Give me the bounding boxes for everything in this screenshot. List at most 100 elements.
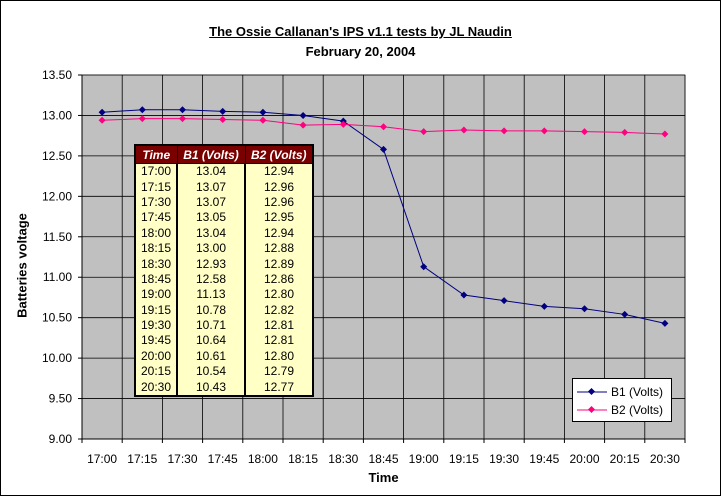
table-cell-b1: 13.07 xyxy=(176,179,246,195)
y-tick-label: 9.50 xyxy=(49,392,73,406)
y-tick-label: 12.00 xyxy=(42,189,72,203)
x-tick-label: 19:00 xyxy=(409,452,439,466)
y-tick-label: 13.50 xyxy=(42,68,72,82)
data-point-b1 xyxy=(661,319,669,327)
x-tick-label: 18:30 xyxy=(328,452,358,466)
y-tick-label: 10.50 xyxy=(42,311,72,325)
table-cell-b1: 12.93 xyxy=(176,256,246,272)
table-cell-b2: 12.80 xyxy=(244,287,314,303)
table-cell-time: 18:15 xyxy=(134,240,178,257)
legend: B1 (Volts) B2 (Volts) xyxy=(572,378,672,422)
legend-label-b1: B1 (Volts) xyxy=(611,385,664,399)
x-tick-label: 20:30 xyxy=(650,452,680,466)
table-cell-b1: 13.00 xyxy=(176,240,246,257)
data-point-b2 xyxy=(420,128,428,136)
data-point-b1 xyxy=(500,297,508,305)
table-row: 17:00 13.04 12.94 xyxy=(134,163,314,180)
table-row: 20:15 10.54 12.79 xyxy=(134,364,314,380)
table-row: 19:30 10.71 12.81 xyxy=(134,317,314,334)
table-cell-time: 20:00 xyxy=(134,348,178,365)
x-axis-label: Time xyxy=(368,470,399,485)
data-point-b2 xyxy=(259,116,267,124)
table-row: 17:30 13.07 12.96 xyxy=(134,194,314,211)
table-cell-b2: 12.86 xyxy=(244,271,314,288)
data-point-b1 xyxy=(219,107,227,115)
table-row: 18:45 12.58 12.86 xyxy=(134,271,314,288)
table-header-time: Time xyxy=(134,144,178,164)
x-tick-label: 19:15 xyxy=(449,452,479,466)
data-table: Time B1 (Volts) B2 (Volts) 17:00 13.04 12.… xyxy=(134,144,314,397)
table-cell-time: 17:45 xyxy=(134,210,178,226)
data-point-b1 xyxy=(299,111,307,119)
table-cell-b1: 10.61 xyxy=(176,348,246,365)
table-cell-time: 19:45 xyxy=(134,333,178,349)
x-tick-label: 17:15 xyxy=(127,452,157,466)
y-tick-label: 13.00 xyxy=(42,108,72,122)
data-point-b2 xyxy=(138,115,146,123)
table-row: 18:15 13.00 12.88 xyxy=(134,240,314,257)
table-row: 17:45 13.05 12.95 xyxy=(134,210,314,226)
data-point-b2 xyxy=(621,128,629,136)
x-tick-label: 17:45 xyxy=(208,452,238,466)
y-tick-label: 12.50 xyxy=(42,149,72,163)
y-axis-label: Batteries voltage xyxy=(14,213,30,318)
table-row: 19:15 10.78 12.82 xyxy=(134,302,314,318)
data-point-b1 xyxy=(581,305,588,313)
table-cell-time: 18:00 xyxy=(134,225,178,241)
x-tick-label: 20:00 xyxy=(569,452,599,466)
table-cell-b2: 12.94 xyxy=(244,225,314,241)
table-row: 20:30 10.43 12.77 xyxy=(134,379,314,396)
table-cell-b1: 10.71 xyxy=(176,317,246,334)
table-cell-b2: 12.81 xyxy=(244,333,314,349)
y-tick-label: 10.00 xyxy=(42,351,72,365)
table-cell-b2: 12.89 xyxy=(244,256,314,272)
legend-item-b1: B1 (Volts) xyxy=(577,385,669,399)
y-axis-label-wrap: Batteries voltage xyxy=(10,168,34,368)
table-cell-b2: 12.77 xyxy=(244,379,314,396)
x-tick-label: 19:45 xyxy=(529,452,559,466)
legend-item-b2: B2 (Volts) xyxy=(577,403,669,417)
table-cell-b1: 10.43 xyxy=(176,379,246,396)
table-cell-b2: 12.96 xyxy=(244,179,314,195)
data-point-b2 xyxy=(540,127,548,135)
y-tick-label: 11.00 xyxy=(43,270,72,284)
data-point-b2 xyxy=(179,115,186,123)
data-point-b1 xyxy=(460,291,468,299)
table-cell-b1: 13.05 xyxy=(176,210,246,226)
table-cell-b2: 12.79 xyxy=(244,364,314,380)
table-row: 17:15 13.07 12.96 xyxy=(134,179,314,195)
legend-label-b2: B2 (Volts) xyxy=(611,403,664,417)
table-cell-time: 19:30 xyxy=(134,317,178,334)
table-cell-b1: 11.13 xyxy=(176,287,246,303)
table-row: 19:45 10.64 12.81 xyxy=(134,333,314,349)
table-cell-b2: 12.96 xyxy=(244,194,314,211)
x-tick-label: 17:00 xyxy=(87,452,117,466)
table-cell-time: 19:00 xyxy=(134,287,178,303)
table-cell-time: 17:30 xyxy=(134,194,178,211)
table-row: 19:00 11.13 12.80 xyxy=(134,287,314,303)
x-tick-label: 18:00 xyxy=(248,452,278,466)
chart-title: The Ossie Callanan's IPS v1.1 tests by J… xyxy=(209,24,512,39)
table-cell-b2: 12.80 xyxy=(244,348,314,365)
data-point-b2 xyxy=(339,120,347,128)
table-cell-b1: 10.64 xyxy=(176,333,246,349)
data-point-b1 xyxy=(179,106,186,114)
table-cell-b1: 10.78 xyxy=(176,302,246,318)
data-point-b1 xyxy=(98,108,106,116)
table-row: 18:00 13.04 12.94 xyxy=(134,225,314,241)
table-cell-b2: 12.81 xyxy=(244,317,314,334)
y-tick-label: 11.50 xyxy=(43,230,72,244)
data-point-b2 xyxy=(581,128,588,136)
table-cell-b2: 12.82 xyxy=(244,302,314,318)
table-cell-b2: 12.88 xyxy=(244,240,314,257)
data-point-b2 xyxy=(500,127,508,135)
data-point-b1 xyxy=(420,263,428,271)
table-cell-time: 17:15 xyxy=(134,179,178,195)
table-row: 20:00 10.61 12.80 xyxy=(134,348,314,365)
table-header-b1: B1 (Volts) xyxy=(176,144,246,164)
table-cell-b1: 10.54 xyxy=(176,364,246,380)
chart-subtitle: February 20, 2004 xyxy=(305,44,416,59)
x-tick-label: 20:15 xyxy=(610,452,640,466)
table-cell-b2: 12.95 xyxy=(244,210,314,226)
table-header-row: Time B1 (Volts) B2 (Volts) xyxy=(134,144,314,164)
